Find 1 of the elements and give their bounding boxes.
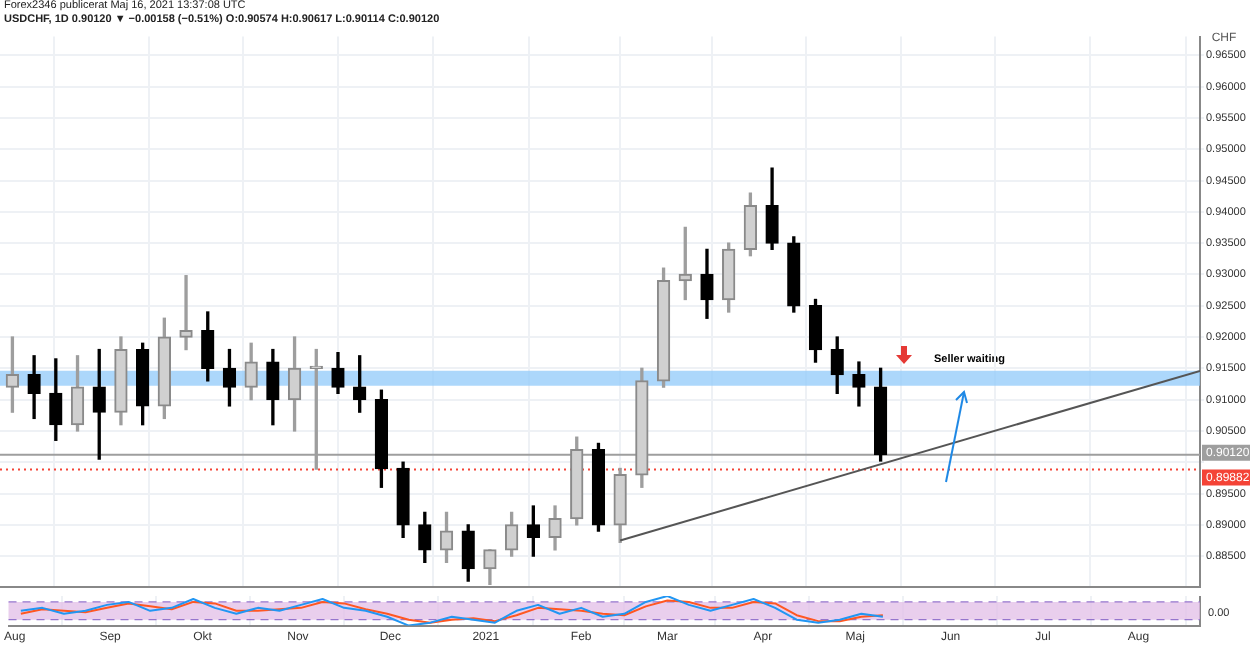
candlestick — [179, 275, 193, 351]
